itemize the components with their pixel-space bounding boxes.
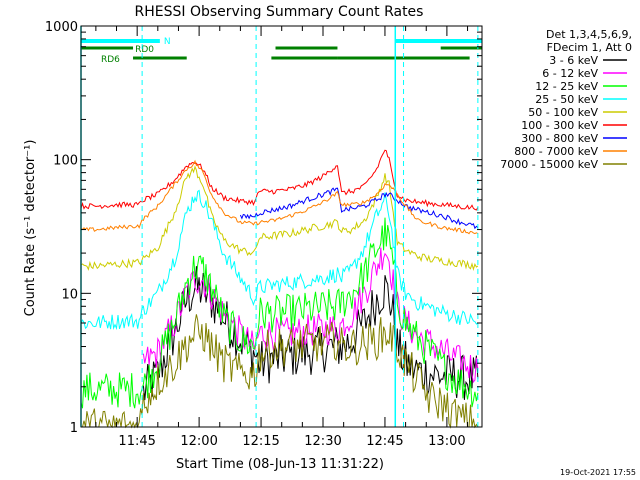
series-line — [142, 266, 479, 401]
flag-bars: N RD0 RD6 — [81, 37, 482, 65]
flag-label-n: N — [164, 37, 171, 47]
x-axis-title: Start Time (08-Jun-13 11:31:22) — [176, 457, 384, 472]
legend-label: 25 - 50 keV — [535, 93, 598, 106]
series-800-7000-kev — [80, 159, 479, 235]
x-tick-label: 12:00 — [180, 434, 217, 449]
x-tick-label: 13:00 — [428, 434, 465, 449]
legend-label: 800 - 7000 keV — [514, 145, 598, 158]
series-100-300-kev — [80, 149, 479, 211]
series-line — [81, 314, 479, 429]
x-tick-label: 12:45 — [366, 434, 403, 449]
legend-label: 12 - 25 keV — [535, 80, 598, 93]
legend: Det 1,3,4,5,6,9,FDecim 1, Att 03 - 6 keV… — [500, 28, 632, 171]
series-line — [239, 187, 479, 230]
series-12-25-kev — [80, 217, 479, 409]
series-300-800-kev — [239, 187, 479, 230]
x-tick-label: 12:15 — [242, 434, 279, 449]
x-tick-label: 11:45 — [118, 434, 155, 449]
flag-label-rd6: RD6 — [101, 55, 120, 65]
timestamp: 19-Oct-2021 17:55 — [560, 468, 636, 477]
y-axis-title: Count Rate (s⁻¹ detector⁻¹) — [23, 140, 38, 317]
legend-label: 300 - 800 keV — [521, 132, 598, 145]
legend-label: 50 - 100 keV — [528, 106, 598, 119]
y-tick-label: 10 — [61, 287, 78, 302]
legend-label: 6 - 12 keV — [542, 67, 598, 80]
chart-title: RHESSI Observing Summary Count Rates — [135, 4, 424, 20]
legend-label: 7000 - 15000 keV — [500, 158, 598, 171]
series-25-50-kev — [80, 189, 479, 331]
series-line — [80, 159, 479, 235]
y-tick-label: 1000 — [45, 20, 78, 35]
series-7000-15000-kev — [81, 314, 479, 429]
series-line — [80, 189, 479, 331]
legend-header-line: FDecim 1, Att 0 — [547, 41, 632, 54]
series-3-6-kev — [142, 266, 479, 401]
legend-label: 3 - 6 keV — [549, 54, 598, 67]
y-tick-label: 100 — [53, 154, 78, 169]
legend-label: 100 - 300 keV — [521, 119, 598, 132]
x-tick-label: 12:30 — [304, 434, 341, 449]
y-tick-label: 1 — [70, 421, 78, 436]
series-lines — [80, 149, 479, 429]
series-line — [80, 149, 479, 211]
series-line — [80, 217, 479, 409]
series-50-100-kev — [80, 165, 479, 272]
series-line — [80, 165, 479, 272]
legend-header-line: Det 1,3,4,5,6,9, — [546, 28, 632, 41]
axes: 1 10 100 1000 11:45 12:00 12:15 12:30 12:45 13:00 — [45, 20, 483, 449]
flag-label-rd0: RD0 — [135, 45, 154, 55]
